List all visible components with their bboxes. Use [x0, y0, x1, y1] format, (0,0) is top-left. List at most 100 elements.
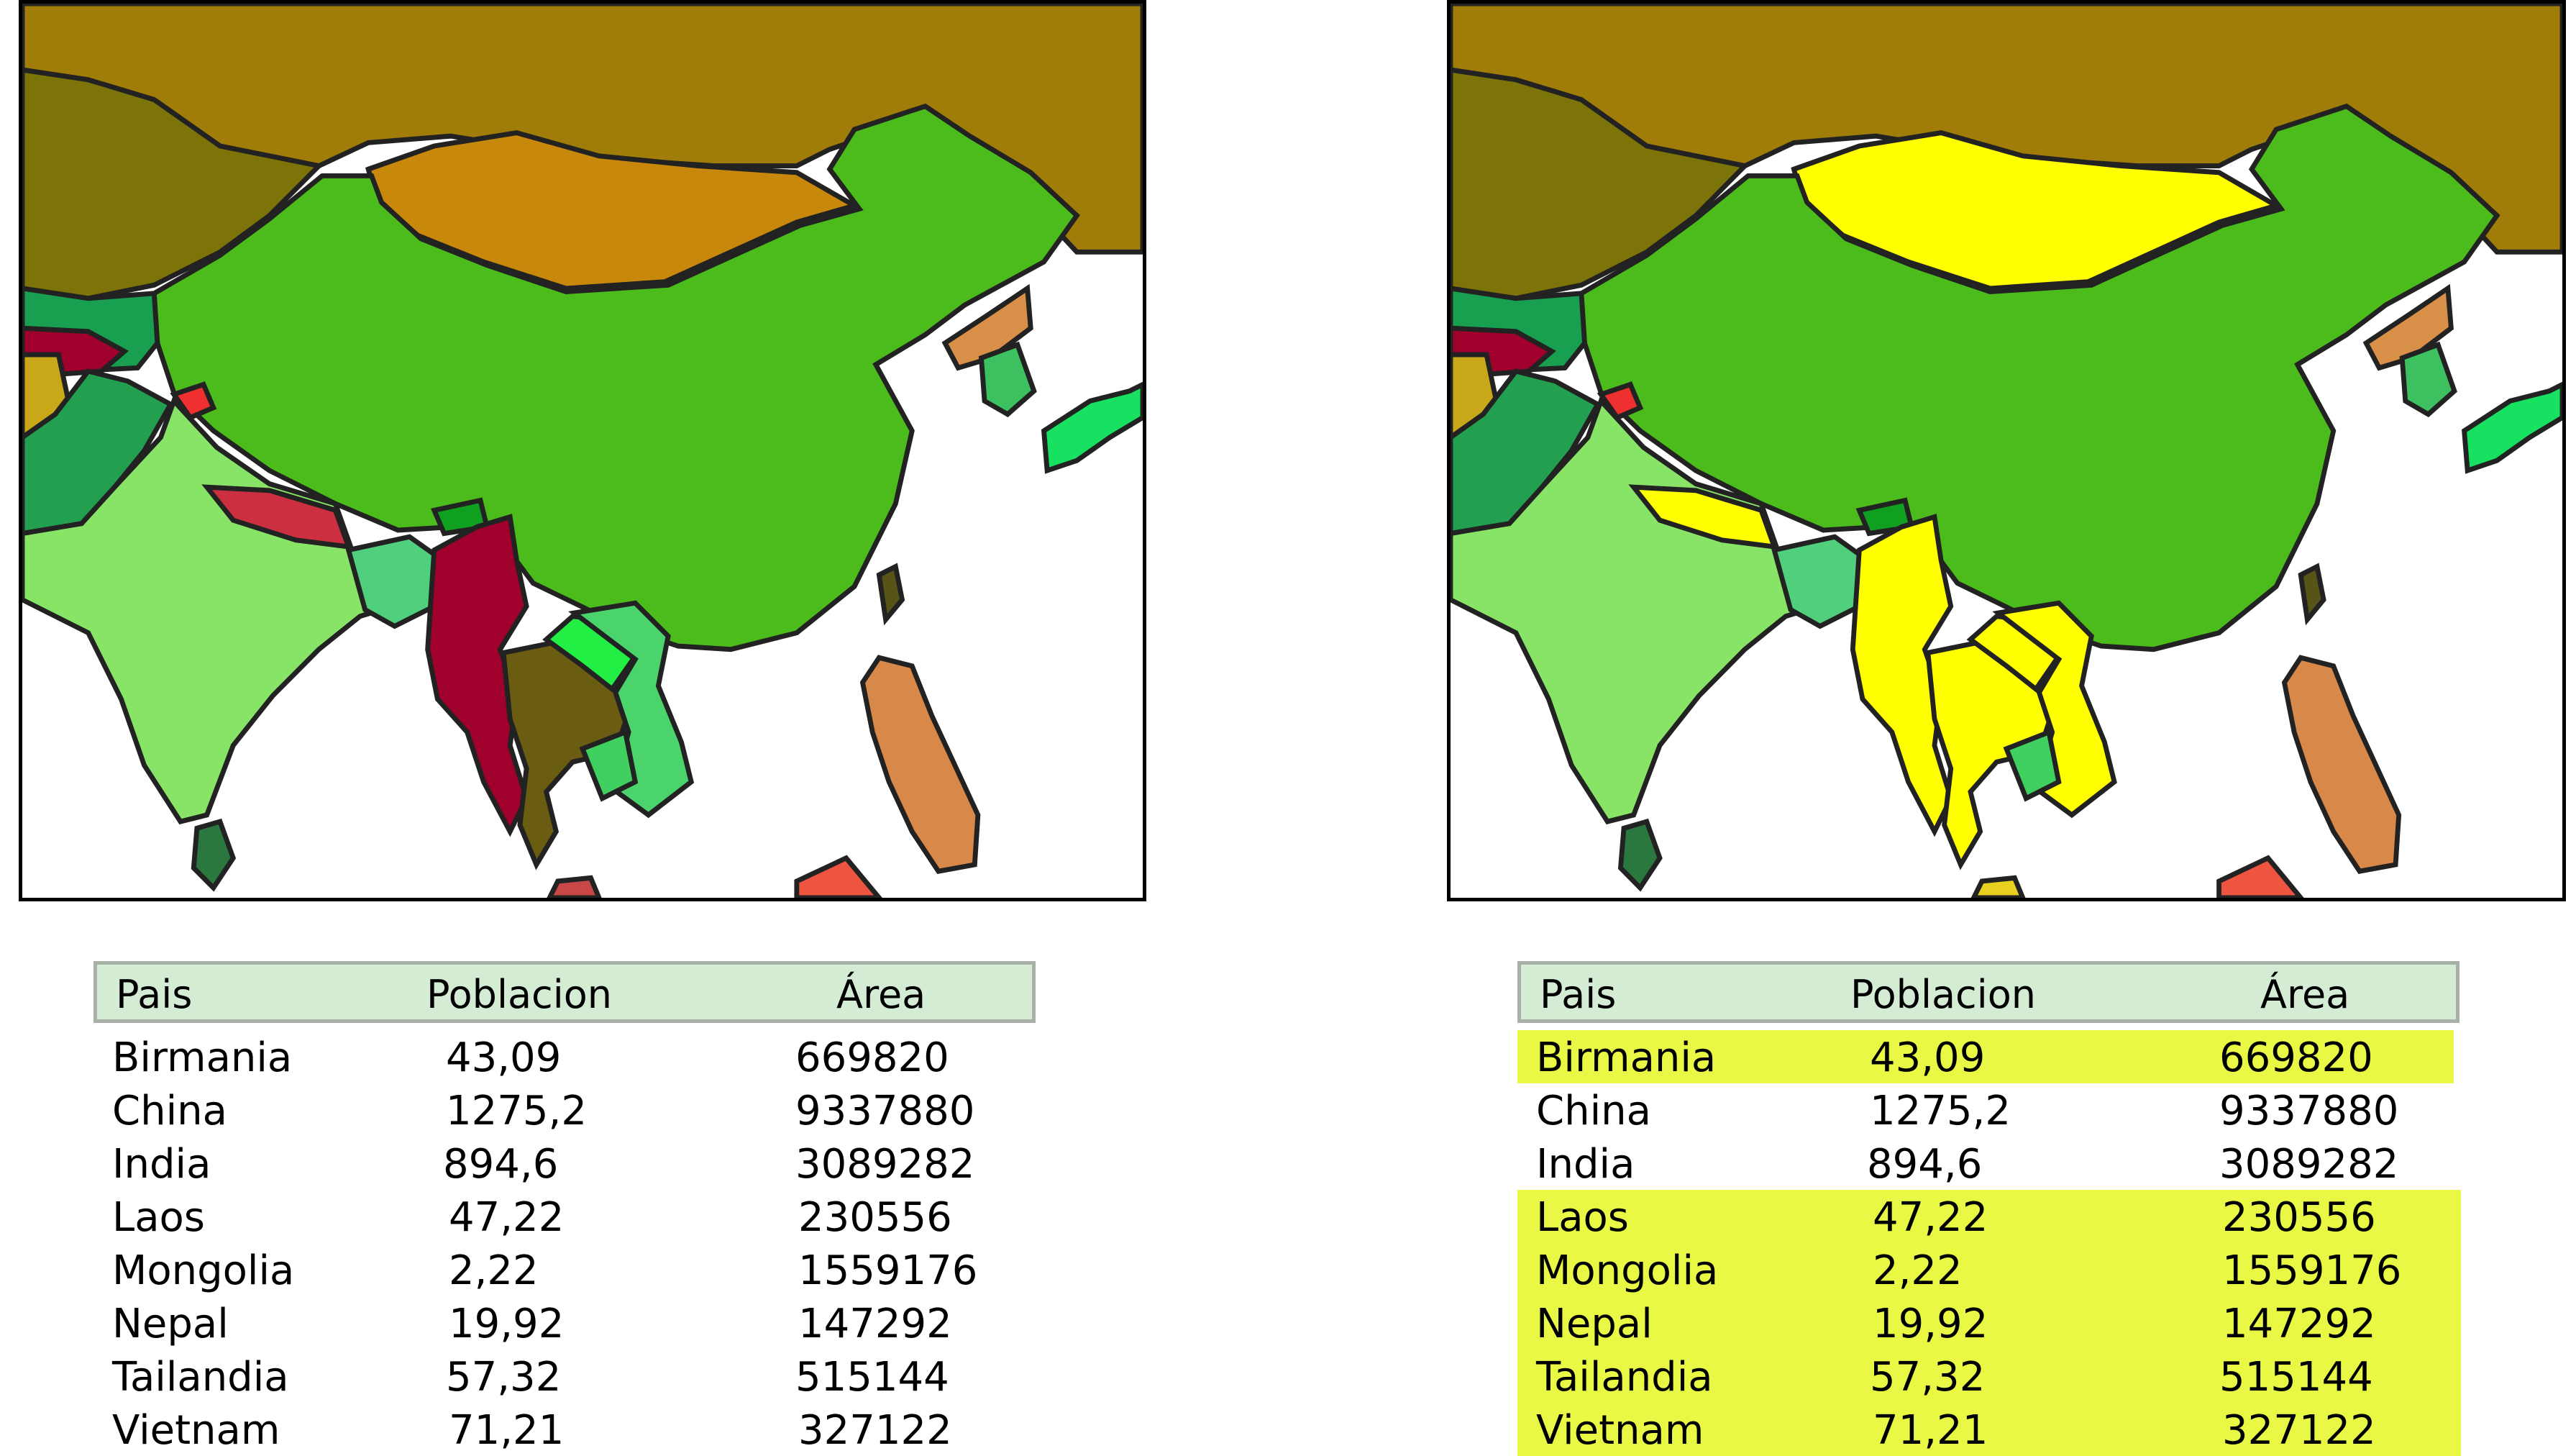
header-population: Poblacion — [1850, 972, 2037, 1017]
cell-country: India — [112, 1141, 211, 1188]
cell-country: Laos — [112, 1194, 205, 1241]
cell-area: 147292 — [798, 1301, 952, 1347]
table-row[interactable]: Vietnam 71,21 327122 — [93, 1403, 1036, 1456]
header-area: Área — [2260, 972, 2350, 1017]
cell-population: 19,92 — [1873, 1301, 1988, 1347]
cell-area: 3089282 — [2219, 1141, 2399, 1188]
vietnam[interactable] — [1992, 600, 2117, 819]
cell-country: Tailandia — [112, 1354, 289, 1401]
philippines[interactable] — [2281, 655, 2402, 874]
china[interactable] — [151, 103, 1080, 652]
kashmir[interactable] — [170, 381, 217, 421]
cell-country: India — [1536, 1141, 1635, 1188]
cambodia[interactable] — [2003, 729, 2062, 802]
cambodia[interactable] — [579, 729, 639, 802]
vietnam[interactable] — [568, 600, 695, 819]
north-korea[interactable] — [941, 283, 1033, 371]
country-table-right: Pais Poblacion Área Birmania 43,09 669820 … — [1517, 961, 2461, 1456]
philippines[interactable] — [859, 655, 981, 874]
cell-population: 1275,2 — [1870, 1088, 2011, 1134]
burma[interactable] — [1850, 514, 1954, 837]
japan[interactable] — [2462, 381, 2562, 474]
cell-area: 669820 — [2219, 1034, 2373, 1081]
cell-country: Mongolia — [112, 1247, 295, 1294]
table-row[interactable]: Nepal 19,92 147292 — [93, 1296, 1036, 1350]
table-row-selected[interactable]: Laos 47,22 230556 — [1517, 1190, 2461, 1243]
cell-country: Laos — [1536, 1194, 1629, 1241]
burma[interactable] — [425, 514, 529, 837]
header-area: Área — [836, 972, 926, 1017]
cell-area: 9337880 — [795, 1088, 975, 1134]
header-country: Pais — [1540, 972, 1617, 1017]
cell-area: 1559176 — [798, 1247, 978, 1294]
cell-population: 71,21 — [449, 1407, 565, 1454]
cell-population: 57,32 — [446, 1354, 562, 1401]
cell-area: 327122 — [2222, 1407, 2376, 1454]
north-korea[interactable] — [2362, 283, 2454, 371]
cell-population: 47,22 — [1873, 1194, 1988, 1241]
cell-country: Nepal — [112, 1301, 229, 1347]
cell-country: China — [112, 1088, 227, 1134]
kashmir[interactable] — [1597, 381, 1644, 421]
indonesia[interactable] — [794, 855, 882, 898]
header-population: Poblacion — [426, 972, 613, 1017]
cell-population: 57,32 — [1870, 1354, 1986, 1401]
cell-country: China — [1536, 1088, 1651, 1134]
south-korea[interactable] — [2399, 341, 2457, 418]
map-right[interactable] — [1447, 0, 2566, 901]
table-row-selected[interactable]: Tailandia 57,32 515144 — [1517, 1350, 2461, 1403]
table-row[interactable]: Birmania 43,09 669820 — [93, 1030, 1036, 1083]
nepal[interactable] — [201, 484, 352, 550]
header-country: Pais — [116, 972, 193, 1017]
cell-population: 894,6 — [1867, 1141, 1983, 1188]
cell-population: 47,22 — [449, 1194, 565, 1241]
cell-country: Mongolia — [1536, 1247, 1719, 1294]
sri-lanka[interactable] — [1617, 818, 1663, 892]
sri-lanka[interactable] — [191, 818, 237, 892]
cell-area: 9337880 — [2219, 1088, 2399, 1134]
south-korea[interactable] — [978, 341, 1037, 418]
cell-area: 327122 — [798, 1407, 952, 1454]
taiwan[interactable] — [2298, 563, 2326, 626]
choropleth-map-left — [22, 4, 1143, 898]
malaysia[interactable] — [547, 875, 602, 898]
cell-area: 3089282 — [795, 1141, 975, 1188]
cell-population: 894,6 — [443, 1141, 559, 1188]
cell-country: Birmania — [112, 1034, 293, 1081]
table-row[interactable]: India 894,6 3089282 — [93, 1137, 1036, 1190]
cell-population: 43,09 — [1870, 1034, 1986, 1081]
taiwan[interactable] — [876, 563, 905, 626]
choropleth-map-right — [1451, 4, 2562, 898]
nepal[interactable] — [1628, 484, 1778, 550]
table-row[interactable]: Laos 47,22 230556 — [93, 1190, 1036, 1243]
indonesia[interactable] — [2216, 855, 2304, 898]
cell-population: 2,22 — [1873, 1247, 1963, 1294]
cell-country: Vietnam — [1536, 1407, 1704, 1454]
table-row-selected[interactable]: Vietnam 71,21 327122 — [1517, 1403, 2461, 1456]
cell-area: 515144 — [795, 1354, 949, 1401]
malaysia[interactable] — [1970, 875, 2026, 898]
cell-area: 669820 — [795, 1034, 949, 1081]
cell-country: Vietnam — [112, 1407, 280, 1454]
table-row[interactable]: Tailandia 57,32 515144 — [93, 1350, 1036, 1403]
map-left[interactable] — [19, 0, 1146, 901]
cell-population: 43,09 — [446, 1034, 562, 1081]
cell-population: 2,22 — [449, 1247, 539, 1294]
table-header: Pais Poblacion Área — [1517, 961, 2459, 1023]
cell-area: 1559176 — [2222, 1247, 2402, 1294]
china[interactable] — [1579, 103, 2500, 652]
table-row[interactable]: China 1275,2 9337880 — [93, 1083, 1036, 1137]
table-row-selected[interactable]: Mongolia 2,22 1559176 — [1517, 1243, 2461, 1296]
table-row-selected[interactable]: Nepal 19,92 147292 — [1517, 1296, 2461, 1350]
cell-area: 230556 — [2222, 1194, 2376, 1241]
table-row[interactable]: Mongolia 2,22 1559176 — [93, 1243, 1036, 1296]
cell-country: Birmania — [1536, 1034, 1717, 1081]
table-row-selected[interactable]: Birmania 43,09 669820 — [1517, 1030, 2454, 1083]
table-row[interactable]: China 1275,2 9337880 — [1517, 1083, 2459, 1137]
cell-area: 230556 — [798, 1194, 952, 1241]
japan[interactable] — [1041, 381, 1143, 474]
cell-area: 147292 — [2222, 1301, 2376, 1347]
table-row[interactable]: India 894,6 3089282 — [1517, 1137, 2459, 1190]
table-header: Pais Poblacion Área — [93, 961, 1036, 1023]
cell-area: 515144 — [2219, 1354, 2373, 1401]
